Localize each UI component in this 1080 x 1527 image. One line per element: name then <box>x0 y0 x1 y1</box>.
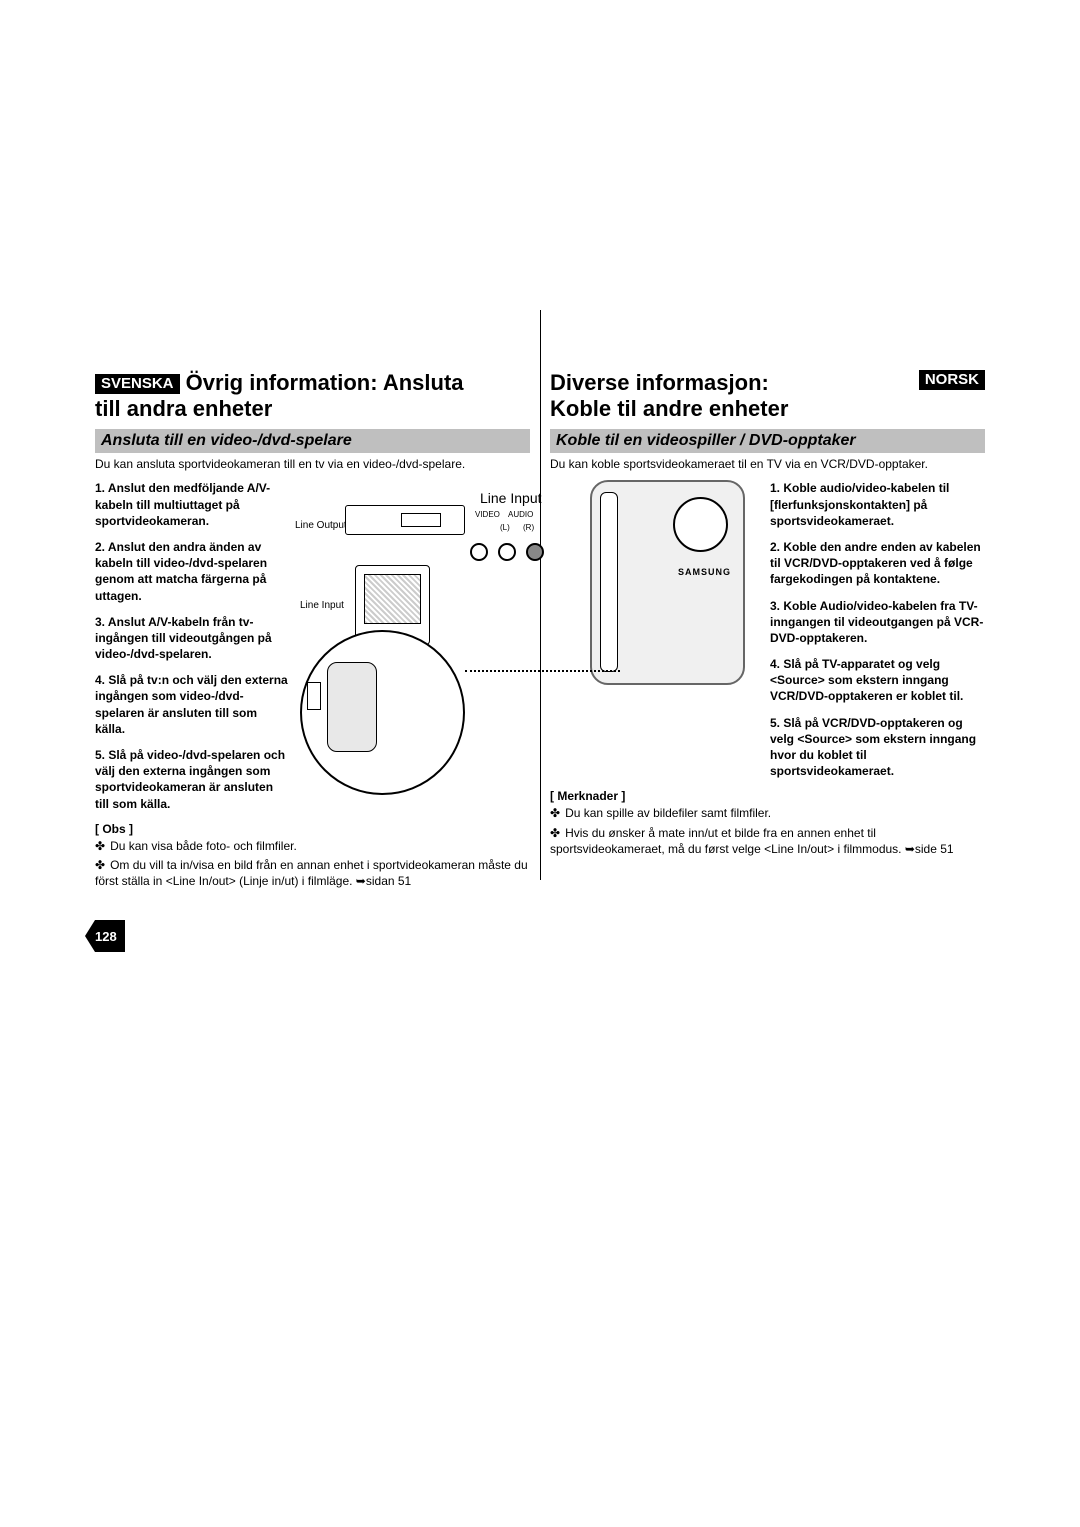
line-input-side-label: Line Input <box>300 600 344 611</box>
left-title: SVENSKA Övrig information: Ansluta till … <box>95 370 530 423</box>
audio-label: AUDIO <box>508 510 533 519</box>
right-intro: Du kan koble sportsvideokameraet til en … <box>550 457 985 473</box>
right-step-1: 1. Koble audio/video-kabelen til [flerfu… <box>770 480 985 529</box>
left-subheading: Ansluta till en video-/dvd-spelare <box>95 429 530 453</box>
left-notes-label: [ Obs ] <box>95 822 530 836</box>
right-subheading: Koble til en videospiller / DVD-opptaker <box>550 429 985 453</box>
page-number: 128 <box>95 929 117 944</box>
connection-diagram: Line Input VIDEO AUDIO (L) (R) Line Outp… <box>295 475 745 795</box>
left-title-line1: Övrig information: Ansluta <box>186 370 464 395</box>
right-title-line2: Koble til andre enheter <box>550 396 788 421</box>
right-note-2: Hvis du ønsker å mate inn/ut et bilde fr… <box>550 825 985 857</box>
channel-l-label: (L) <box>500 523 510 532</box>
left-step-1: 1. Anslut den medföljande A/V-kabeln til… <box>95 480 290 529</box>
av-jacks <box>470 543 544 561</box>
right-step-2: 2. Koble den andre enden av kabelen til … <box>770 539 985 588</box>
line-output-label: Line Output <box>295 520 347 531</box>
left-note-1: Du kan visa både foto- och filmfiler. <box>95 838 530 854</box>
left-step-5: 5. Slå på video-/dvd-spelaren och välj d… <box>95 747 290 812</box>
camcorder-icon: SAMSUNG <box>590 480 745 685</box>
connection-dotted-line <box>465 670 620 672</box>
vcr-device-icon <box>345 505 465 535</box>
left-step-2: 2. Anslut den andra änden av kabeln till… <box>95 539 290 604</box>
right-step-4: 4. Slå på TV-apparatet og velg <Source> … <box>770 656 985 705</box>
line-input-label-top: Line Input <box>480 490 542 506</box>
right-step-5: 5. Slå på VCR/DVD-opptakeren og velg <So… <box>770 715 985 780</box>
svenska-badge: SVENSKA <box>95 374 180 394</box>
jack-video-icon <box>470 543 488 561</box>
left-step-4: 4. Slå på tv:n och välj den externa ingå… <box>95 672 290 737</box>
right-note-1: Du kan spille av bildefiler samt filmfil… <box>550 805 985 821</box>
right-title: NORSK Diverse informasjon: Koble til and… <box>550 370 985 423</box>
left-step-3: 3. Anslut A/V-kabeln från tv-ingången ti… <box>95 614 290 663</box>
jack-audio-l-icon <box>498 543 516 561</box>
left-title-line2: till andra enheter <box>95 396 272 421</box>
av-plug-icon <box>307 682 321 710</box>
right-step-3: 3. Koble Audio/video-kabelen fra TV-inng… <box>770 598 985 647</box>
right-notes: [ Merknader ] Du kan spille av bildefile… <box>550 789 985 857</box>
right-steps: 1. Koble audio/video-kabelen til [flerfu… <box>770 480 985 779</box>
jack-audio-r-icon <box>526 543 544 561</box>
left-notes: [ Obs ] Du kan visa både foto- och filmf… <box>95 822 530 890</box>
left-intro: Du kan ansluta sportvideokameran till en… <box>95 457 530 473</box>
left-note-2: Om du vill ta in/visa en bild från en an… <box>95 857 530 889</box>
right-title-line1: Diverse informasjon: <box>550 370 769 395</box>
detail-magnifier-icon <box>300 630 465 795</box>
camcorder-brand: SAMSUNG <box>678 567 731 577</box>
page-number-badge: 128 <box>85 920 125 952</box>
video-label: VIDEO <box>475 510 500 519</box>
channel-r-label: (R) <box>523 523 534 532</box>
norsk-badge: NORSK <box>919 370 985 390</box>
left-steps: 1. Anslut den medföljande A/V-kabeln til… <box>95 480 290 811</box>
